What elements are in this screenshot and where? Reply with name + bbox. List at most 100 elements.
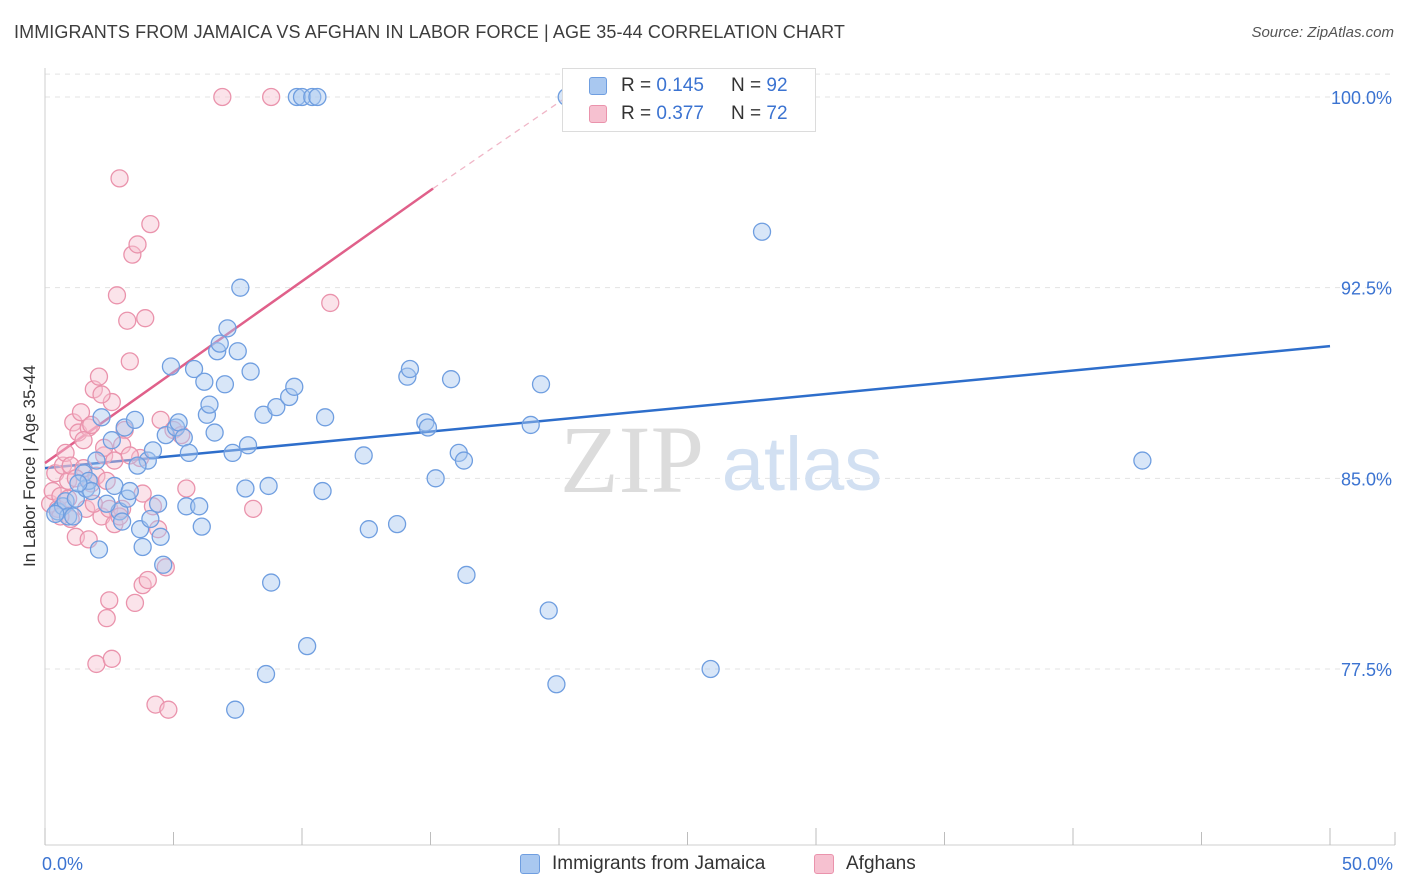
jamaica-point bbox=[259, 476, 278, 496]
y-axis-label: In Labor Force | Age 35-44 bbox=[20, 365, 39, 567]
jamaica-point bbox=[454, 451, 474, 470]
y-tick-label: 77.5% bbox=[1341, 660, 1392, 680]
afghan-point bbox=[141, 214, 160, 234]
jamaica-point bbox=[87, 451, 106, 470]
jamaica-point bbox=[174, 428, 193, 447]
jamaica-point bbox=[192, 517, 211, 536]
jamaica-point bbox=[313, 481, 332, 501]
afghan-point bbox=[159, 700, 178, 719]
legend-r-value: 0.377 bbox=[656, 103, 704, 124]
legend-r-value: 0.145 bbox=[656, 75, 704, 96]
legend-r-label: R = bbox=[621, 103, 652, 124]
jamaica-point bbox=[292, 87, 312, 107]
afghan-point bbox=[97, 609, 116, 628]
jamaica-point bbox=[426, 469, 445, 488]
afghan-point bbox=[120, 352, 139, 371]
jamaica-point bbox=[223, 443, 242, 463]
y-tick-label: 85.0% bbox=[1341, 469, 1392, 489]
jamaica-point bbox=[701, 659, 720, 679]
afghan-point bbox=[138, 570, 157, 590]
legend-n-label: N = bbox=[731, 103, 762, 124]
jamaica-point bbox=[69, 474, 88, 493]
afghan-point bbox=[89, 367, 109, 386]
afghan-point bbox=[87, 654, 106, 674]
legend-r-afghans: R = 0.377 bbox=[621, 103, 704, 125]
legend-n-afghans: N = 72 bbox=[731, 103, 788, 125]
watermark-atlas: atlas bbox=[722, 422, 883, 507]
afghan-point bbox=[262, 87, 281, 107]
chart-title: IMMIGRANTS FROM JAMAICA VS AFGHAN IN LAB… bbox=[14, 22, 845, 42]
afghan-point bbox=[177, 479, 196, 498]
jamaica-point bbox=[205, 423, 224, 442]
jamaica-point bbox=[105, 476, 124, 496]
jamaica-point bbox=[161, 357, 181, 376]
jamaica-trendline bbox=[44, 344, 1331, 470]
jamaica-point bbox=[308, 87, 327, 107]
jamaica-point bbox=[89, 540, 109, 559]
watermark-zip: ZIP bbox=[560, 406, 704, 513]
afghan-point bbox=[110, 507, 129, 526]
afghan-point bbox=[156, 558, 175, 577]
correlation-legend: R = 0.145 N = 92 R = 0.377 N = 72 bbox=[562, 68, 816, 132]
jamaica-point bbox=[315, 408, 335, 427]
afghan-point bbox=[110, 169, 129, 188]
jamaica-point bbox=[125, 410, 145, 430]
legend-swatch-afghans bbox=[814, 854, 834, 874]
afghan-point bbox=[105, 451, 124, 470]
legend-swatch-jamaica bbox=[520, 854, 540, 874]
legend-swatch-jamaica bbox=[589, 77, 607, 95]
jamaica-point bbox=[133, 537, 152, 557]
jamaica-point bbox=[285, 377, 304, 396]
jamaica-point bbox=[1133, 451, 1152, 470]
afghan-point bbox=[321, 293, 340, 313]
y-tick-label: 100.0% bbox=[1331, 88, 1392, 108]
jamaica-point bbox=[120, 481, 139, 501]
afghan-point bbox=[125, 593, 145, 613]
jamaica-point bbox=[148, 494, 168, 513]
afghan-point bbox=[92, 385, 111, 404]
jamaica-point bbox=[215, 375, 235, 394]
x-tick-label: 0.0% bbox=[42, 854, 83, 874]
jamaica-point bbox=[236, 479, 255, 498]
jamaica-point bbox=[354, 446, 373, 465]
jamaica-point bbox=[531, 375, 551, 394]
jamaica-point bbox=[297, 636, 317, 656]
afghan-point bbox=[244, 499, 263, 518]
legend-label-jamaica: Immigrants from Jamaica bbox=[552, 853, 766, 874]
watermark: ZIP atlas bbox=[560, 406, 882, 513]
jamaica-point bbox=[97, 494, 116, 513]
jamaica-point bbox=[416, 413, 435, 432]
jamaica-point bbox=[279, 387, 299, 407]
legend-n-label: N = bbox=[731, 75, 762, 96]
legend-n-jamaica: N = 92 bbox=[731, 75, 788, 97]
afghan-point bbox=[133, 575, 152, 595]
series-legend: Immigrants from Jamaica Afghans bbox=[0, 852, 1406, 878]
legend-swatch-afghans bbox=[589, 105, 607, 123]
jamaica-point bbox=[241, 362, 260, 381]
legend-r-label: R = bbox=[621, 75, 652, 96]
afghan-point bbox=[71, 403, 91, 422]
legend-label-afghans: Afghans bbox=[846, 853, 916, 874]
jamaica-point bbox=[303, 87, 322, 107]
jamaica-point bbox=[64, 507, 83, 526]
jamaica-point bbox=[457, 565, 476, 585]
source-note: Source: ZipAtlas.com bbox=[1251, 24, 1394, 41]
jamaica-point bbox=[138, 451, 157, 470]
tick-label-layer: 77.5% 85.0% 92.5% 100.0% 0.0% 50.0% bbox=[42, 88, 1393, 874]
jamaica-point bbox=[387, 514, 407, 534]
afghan-point bbox=[102, 392, 121, 412]
axis-layer bbox=[44, 68, 1396, 846]
jamaica-point bbox=[287, 87, 307, 107]
jamaica-point bbox=[218, 319, 237, 338]
afghan-trendline-extension bbox=[432, 96, 568, 190]
jamaica-point bbox=[547, 675, 566, 694]
jamaica-point bbox=[231, 278, 250, 297]
afghan-point bbox=[100, 591, 119, 610]
jamaica-point bbox=[151, 527, 170, 546]
jamaica-point bbox=[226, 700, 245, 719]
y-tick-label: 92.5% bbox=[1341, 279, 1392, 299]
jamaica-point bbox=[359, 520, 378, 539]
jamaica-point bbox=[141, 509, 160, 529]
legend-n-value: 72 bbox=[766, 103, 788, 124]
